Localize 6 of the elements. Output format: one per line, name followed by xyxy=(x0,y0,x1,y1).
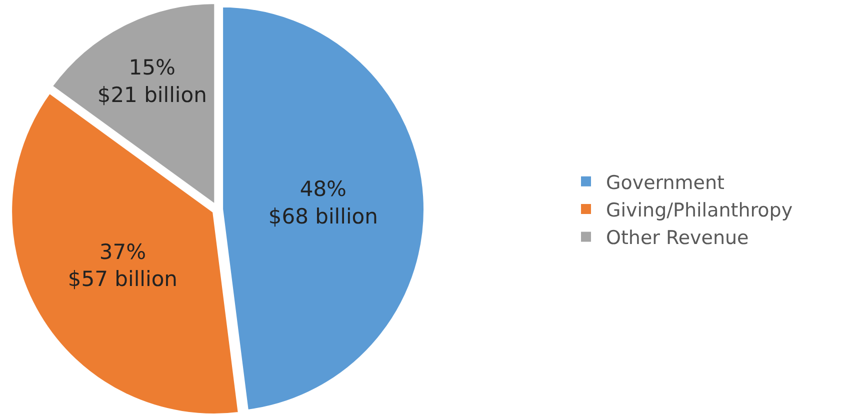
data-label: 15% $21 billion xyxy=(97,56,207,107)
legend-label: Giving/Philanthropy xyxy=(606,199,793,222)
data-label: 37% $57 billion xyxy=(68,240,178,292)
data-label: 48% $68 billion xyxy=(268,177,378,228)
legend-label: Government xyxy=(606,172,724,194)
legend-label: Other Revenue xyxy=(606,227,749,250)
